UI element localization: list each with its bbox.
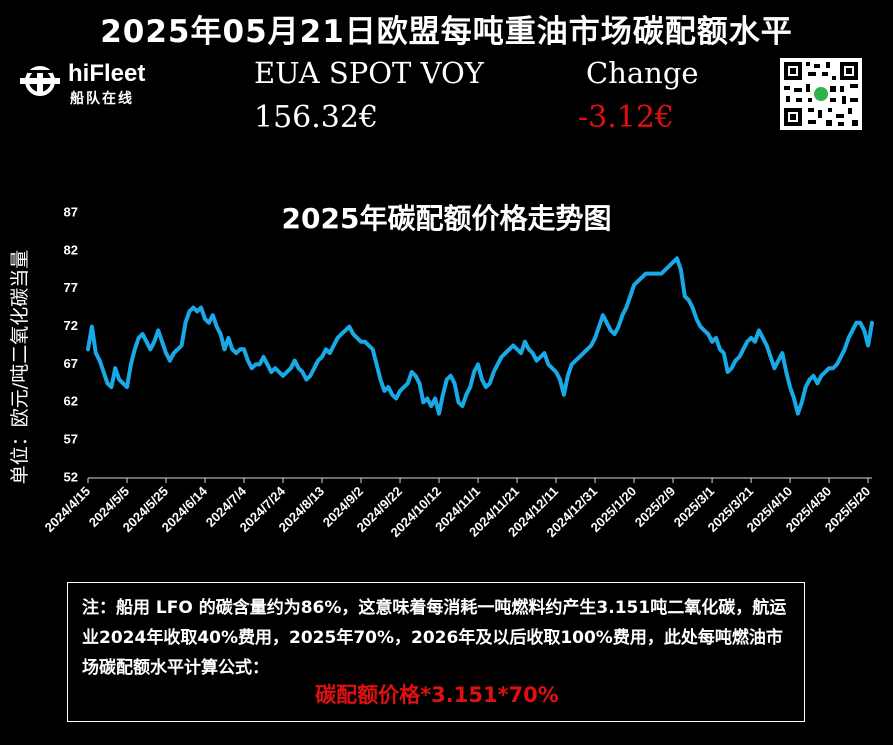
note-text: 注：船用 LFO 的碳含量约为86%，这意味着每消耗一吨燃料约产生3.151吨二… (82, 598, 787, 678)
y-tick-label: 82 (64, 242, 78, 257)
y-tick-label: 57 (64, 432, 78, 447)
formula-text: 碳配额价格*3.151*70% (315, 683, 559, 707)
x-tick-label: 2025/2/9 (632, 484, 678, 530)
qr-code-icon (780, 58, 862, 130)
price-series-line (86, 256, 874, 416)
svg-text:单位：欧元/吨二氧化碳当量: 单位：欧元/吨二氧化碳当量 (9, 250, 31, 484)
y-tick-label: 52 (64, 469, 78, 484)
x-tick-label: 2024/4/15 (42, 484, 94, 536)
globe-icon (20, 66, 60, 96)
y-tick-label: 77 (64, 280, 78, 295)
hifleet-logo: hiFleet 船队在线 (20, 60, 170, 110)
change-label: Change (586, 56, 699, 90)
y-tick-label: 87 (64, 204, 78, 219)
tick-labels: 52576267727782872024/4/152024/5/52024/5/… (42, 204, 874, 540)
y-tick-label: 62 (64, 394, 78, 409)
logo-subtitle: 船队在线 (70, 91, 134, 107)
y-tick-label: 72 (64, 318, 78, 333)
eua-value: 156.32€ (254, 100, 379, 135)
chart-title: 2025年碳配额价格走势图 (281, 202, 612, 235)
chart-axes (87, 477, 872, 483)
y-axis-label: 单位：欧元/吨二氧化碳当量 (9, 250, 31, 484)
price-line-chart: 52576267727782872024/4/152024/5/52024/5/… (42, 204, 874, 540)
note-box: 注：船用 LFO 的碳含量约为86%，这意味着每消耗一吨燃料约产生3.151吨二… (67, 582, 805, 722)
eua-label: EUA SPOT VOY (254, 56, 484, 90)
y-tick-label: 67 (64, 356, 78, 371)
change-value: -3.12€ (578, 100, 675, 135)
logo-name: hiFleet (68, 60, 146, 87)
page-title: 2025年05月21日欧盟每吨重油市场碳配额水平 (100, 14, 793, 50)
